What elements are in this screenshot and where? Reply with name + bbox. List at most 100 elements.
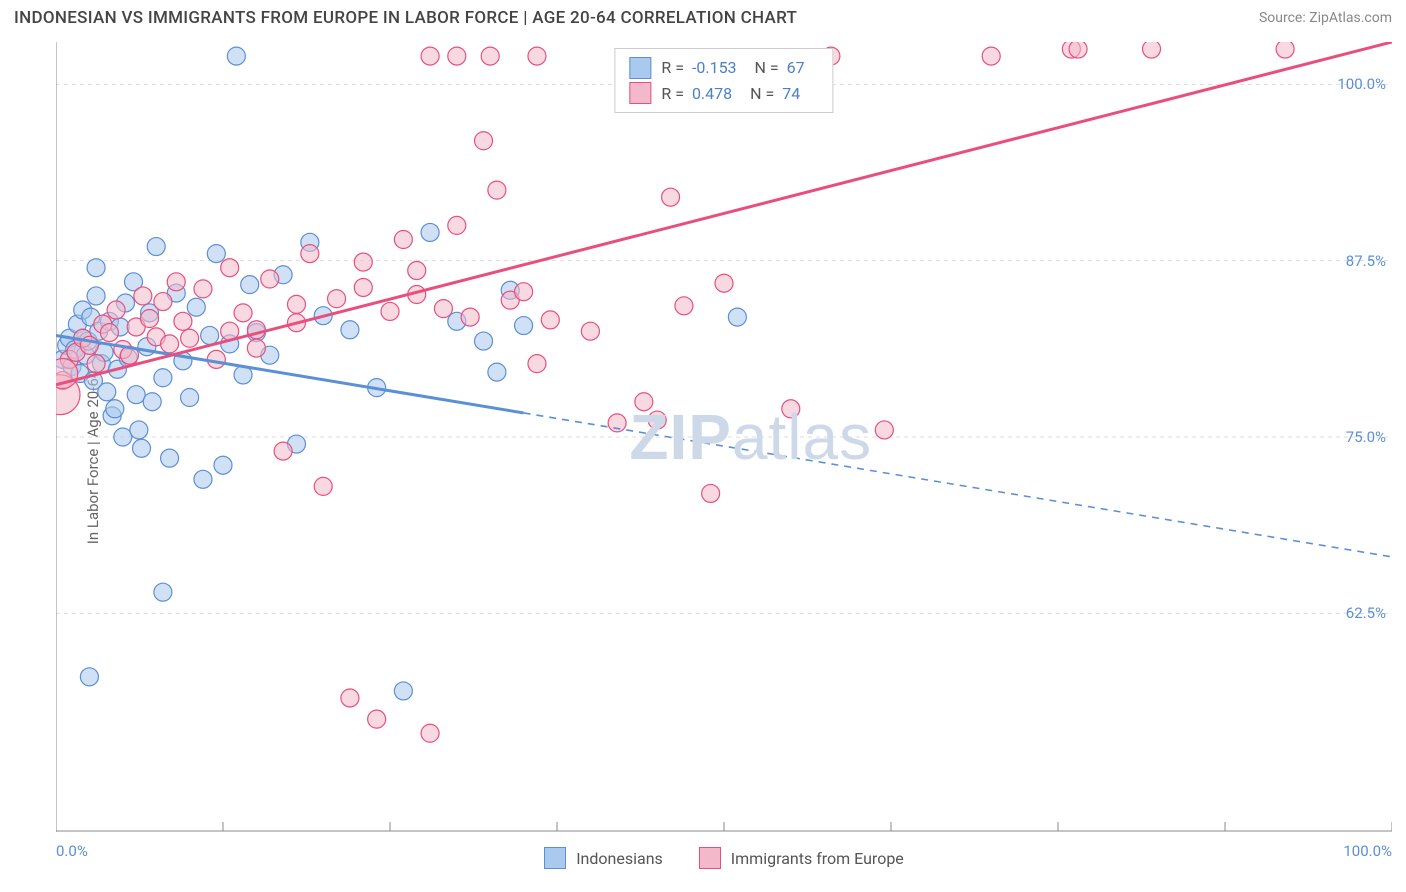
data-point: [154, 293, 172, 311]
data-point: [394, 682, 412, 700]
data-point: [87, 355, 105, 373]
data-point: [421, 724, 439, 742]
data-point: [114, 428, 132, 446]
data-point: [488, 363, 506, 381]
stats-row: R = 0.478 N = 74: [629, 81, 818, 107]
data-point: [130, 421, 148, 439]
data-point: [107, 301, 125, 319]
data-point: [221, 259, 239, 277]
data-point: [421, 47, 439, 65]
data-point: [100, 324, 118, 342]
data-point: [143, 393, 161, 411]
stats-text: R = 0.478 N = 74: [661, 81, 814, 107]
data-point: [87, 287, 105, 305]
chart-header: INDONESIAN VS IMMIGRANTS FROM EUROPE IN …: [0, 0, 1406, 34]
data-point: [187, 298, 205, 316]
data-point: [133, 439, 151, 457]
chart-area: In Labor Force | Age 20-64 ZIPatlas R = …: [14, 42, 1392, 872]
data-point: [635, 393, 653, 411]
data-point: [515, 283, 533, 301]
data-point: [247, 339, 265, 357]
data-point: [194, 280, 212, 298]
data-point: [341, 689, 359, 707]
data-point: [715, 274, 733, 292]
data-point: [1069, 42, 1087, 58]
data-point: [194, 470, 212, 488]
stats-row: R = -0.153 N = 67: [629, 55, 818, 81]
data-point: [702, 484, 720, 502]
data-point: [154, 369, 172, 387]
data-point: [227, 47, 245, 65]
data-point: [354, 278, 372, 296]
data-point: [147, 238, 165, 256]
trend-line-extrapolated: [524, 413, 1392, 557]
y-tick-label: 75.0%: [1346, 428, 1386, 446]
data-point: [515, 317, 533, 335]
data-point: [421, 223, 439, 241]
data-point: [782, 400, 800, 418]
y-tick-label: 87.5%: [1346, 252, 1386, 270]
data-point: [241, 276, 259, 294]
data-point: [207, 350, 225, 368]
data-point: [261, 270, 279, 288]
legend-swatch: [629, 57, 651, 79]
data-point: [181, 389, 199, 407]
data-point: [394, 231, 412, 249]
data-point: [475, 332, 493, 350]
scatter-plot: ZIPatlas R = -0.153 N = 67R = 0.478 N = …: [56, 42, 1392, 832]
data-point: [106, 400, 124, 418]
data-point: [161, 335, 179, 353]
y-tick-label: 62.5%: [1346, 604, 1386, 622]
legend-swatch: [629, 82, 651, 104]
data-point: [368, 710, 386, 728]
data-point: [80, 668, 98, 686]
stats-legend: R = -0.153 N = 67R = 0.478 N = 74: [614, 48, 833, 113]
legend-swatch: [699, 847, 721, 869]
data-point: [448, 47, 466, 65]
data-point: [127, 386, 145, 404]
data-point: [314, 477, 332, 495]
data-point: [234, 304, 252, 322]
data-point: [174, 312, 192, 330]
data-point: [287, 295, 305, 313]
data-point: [341, 321, 359, 339]
legend-label: Indonesians: [576, 849, 663, 868]
data-point: [581, 322, 599, 340]
data-point: [528, 47, 546, 65]
data-point: [448, 216, 466, 234]
trend-line: [56, 335, 524, 413]
data-point: [475, 132, 493, 150]
data-point: [875, 421, 893, 439]
data-point: [301, 245, 319, 263]
data-point: [648, 411, 666, 429]
data-point: [328, 290, 346, 308]
data-point: [481, 47, 499, 65]
data-point: [98, 383, 116, 401]
stats-text: R = -0.153 N = 67: [661, 55, 818, 81]
data-point: [134, 287, 152, 305]
chart-title: INDONESIAN VS IMMIGRANTS FROM EUROPE IN …: [14, 8, 797, 28]
data-point: [408, 262, 426, 280]
data-point: [1143, 42, 1161, 58]
data-point: [434, 300, 452, 318]
data-point: [381, 302, 399, 320]
data-point: [87, 259, 105, 277]
y-tick-label: 100.0%: [1337, 75, 1386, 93]
legend-item: Immigrants from Europe: [699, 847, 904, 869]
data-point: [982, 47, 1000, 65]
data-point: [141, 310, 159, 328]
data-point: [161, 449, 179, 467]
data-point: [528, 355, 546, 373]
data-point: [354, 253, 372, 271]
plot-svg: [56, 42, 1392, 832]
data-point: [167, 273, 185, 291]
data-point: [1276, 42, 1294, 58]
data-point: [675, 297, 693, 315]
data-point: [214, 456, 232, 474]
data-point: [274, 442, 292, 460]
data-point: [207, 245, 225, 263]
data-point: [461, 308, 479, 326]
data-point: [541, 311, 559, 329]
chart-source: Source: ZipAtlas.com: [1259, 10, 1392, 26]
legend-item: Indonesians: [544, 847, 663, 869]
